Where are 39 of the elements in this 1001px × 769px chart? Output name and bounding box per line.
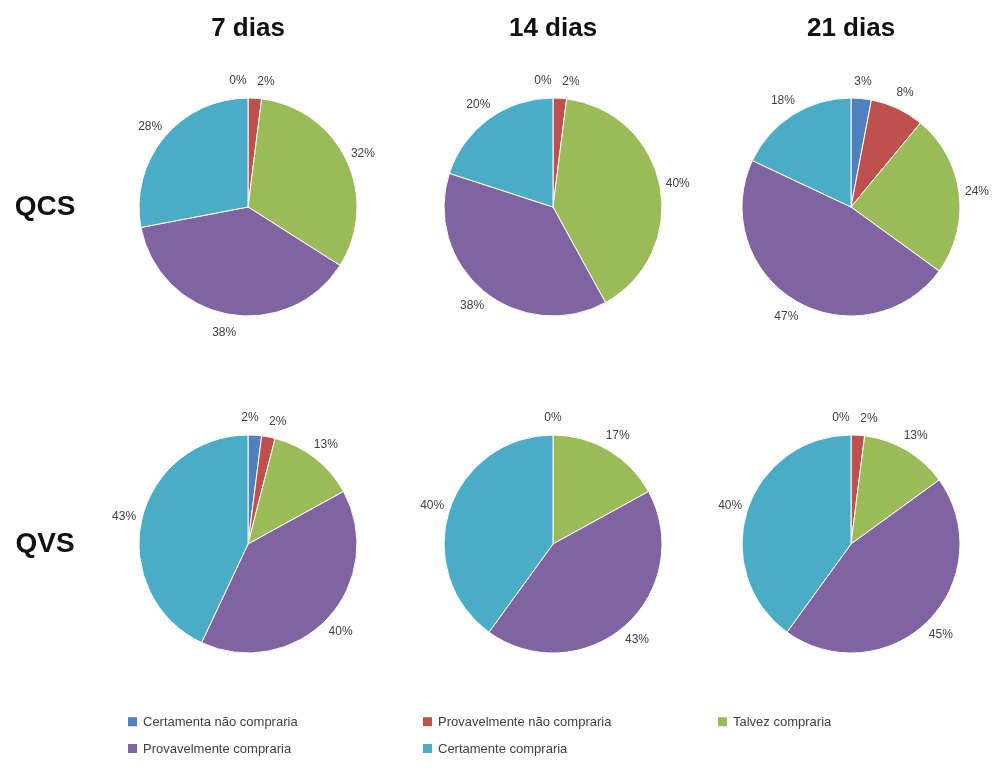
data-label: 20% bbox=[466, 97, 491, 112]
chart-title: 14 dias bbox=[508, 12, 598, 42]
data-label: 2% bbox=[269, 413, 287, 428]
data-label: 43% bbox=[624, 632, 650, 647]
data-label: 45% bbox=[928, 626, 954, 641]
data-label: 38% bbox=[212, 324, 237, 339]
chart-title: 21 dias bbox=[806, 12, 896, 42]
data-label: 28% bbox=[138, 119, 163, 134]
text: 0% bbox=[832, 410, 850, 425]
text: 0% bbox=[229, 73, 247, 88]
data-label: 17% bbox=[605, 427, 630, 442]
legend-label: Provavelmente compraria bbox=[143, 740, 292, 756]
text: 0% bbox=[534, 73, 552, 88]
data-label: 2% bbox=[241, 410, 259, 425]
legend-label: Certamente compraria bbox=[438, 740, 569, 756]
legend-label: Provavelmente não compraria bbox=[438, 713, 613, 729]
data-label: 40% bbox=[420, 497, 445, 512]
data-label: 47% bbox=[774, 309, 799, 324]
data-label: 2% bbox=[257, 74, 275, 89]
data-label: 2% bbox=[562, 74, 580, 89]
data-label: 40% bbox=[665, 176, 691, 191]
data-label: 40% bbox=[718, 497, 743, 512]
data-label: 38% bbox=[460, 297, 485, 312]
data-label: 43% bbox=[112, 509, 137, 524]
legend-label: Certamenta não compraria bbox=[143, 713, 299, 729]
data-label: 13% bbox=[903, 427, 928, 442]
data-label: 32% bbox=[350, 145, 376, 160]
text: QCS bbox=[14, 190, 76, 221]
data-label: 40% bbox=[328, 623, 353, 638]
data-label: 24% bbox=[964, 184, 990, 199]
text: 0% bbox=[544, 410, 562, 424]
text: QVS bbox=[15, 527, 75, 558]
data-label: 13% bbox=[313, 436, 339, 451]
legend-label: Talvez compraria bbox=[733, 713, 833, 729]
chart-title: 7 dias bbox=[211, 12, 285, 42]
data-label: 2% bbox=[860, 411, 878, 426]
data-label: 8% bbox=[896, 85, 915, 100]
data-label: 18% bbox=[770, 92, 796, 107]
data-label: 3% bbox=[854, 73, 872, 88]
